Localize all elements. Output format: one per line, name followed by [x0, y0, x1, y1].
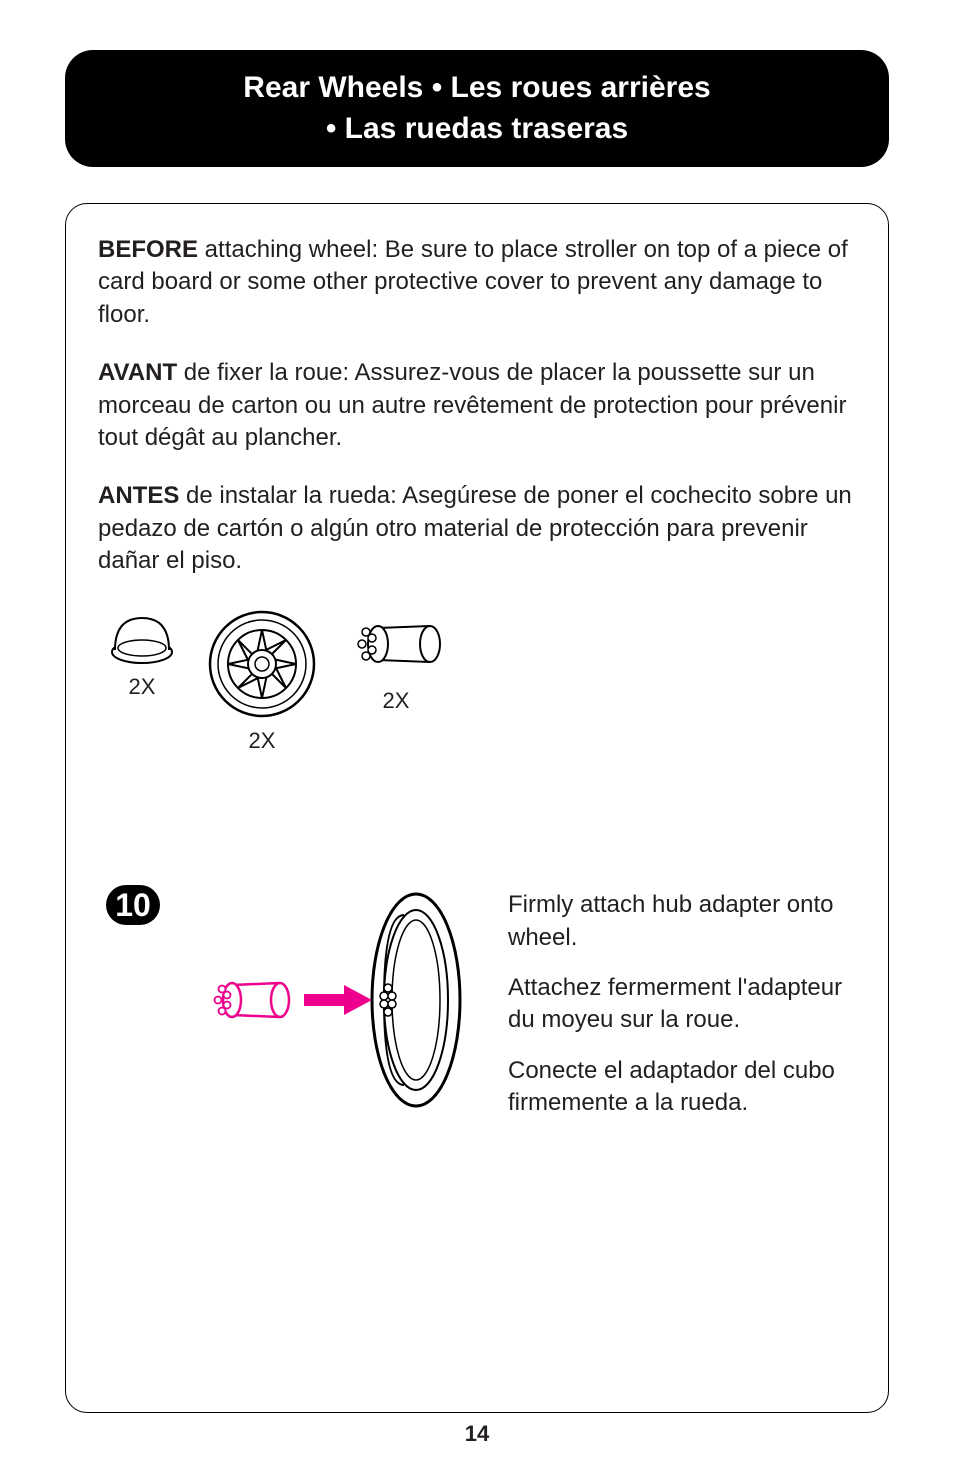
step-text: Firmly attach hub adapter onto wheel. At…	[508, 885, 856, 1137]
warning-en-lead: BEFORE	[98, 236, 198, 263]
adapter-qty: 2X	[346, 686, 446, 716]
title-line-1: Rear Wheels • Les roues arrières	[243, 71, 710, 104]
step-text-es: Conecte el adaptador del cubo firmemente…	[508, 1055, 856, 1120]
parts-list: 2X 2X	[106, 608, 856, 756]
step-graphic	[184, 885, 484, 1124]
hubcap-qty: 2X	[106, 672, 178, 702]
wheel-qty: 2X	[206, 726, 318, 756]
wheel-icon	[206, 608, 318, 720]
section-title: Rear Wheels • Les roues arrières • Las r…	[65, 50, 889, 167]
adapter-to-wheel-icon	[184, 885, 484, 1115]
content-panel: BEFORE attaching wheel: Be sure to place…	[65, 203, 889, 1413]
warning-fr-lead: AVANT	[98, 359, 177, 386]
step-text-fr: Attachez fermerment l'adapteur du moyeu …	[508, 972, 856, 1037]
page-number: 14	[0, 1421, 954, 1447]
hubcap-icon	[106, 608, 178, 666]
part-adapter: 2X	[346, 608, 446, 716]
part-hubcap: 2X	[106, 608, 178, 702]
warning-fr-text: de fixer la roue: Assurez-vous de placer…	[98, 359, 846, 451]
title-line-2: • Las ruedas traseras	[326, 112, 628, 145]
warning-fr: AVANT de fixer la roue: Assurez-vous de …	[98, 357, 856, 454]
step-text-en: Firmly attach hub adapter onto wheel.	[508, 889, 856, 954]
warning-es-lead: ANTES	[98, 482, 179, 509]
warning-en-text: attaching wheel: Be sure to place stroll…	[98, 236, 848, 328]
part-wheel: 2X	[206, 608, 318, 756]
warning-es: ANTES de instalar la rueda: Asegúrese de…	[98, 480, 856, 577]
warning-en: BEFORE attaching wheel: Be sure to place…	[98, 234, 856, 331]
step-10: 10	[106, 885, 856, 1137]
adapter-icon	[346, 608, 446, 680]
step-number-badge: 10	[106, 885, 160, 925]
warning-es-text: de instalar la rueda: Asegúrese de poner…	[98, 482, 852, 574]
